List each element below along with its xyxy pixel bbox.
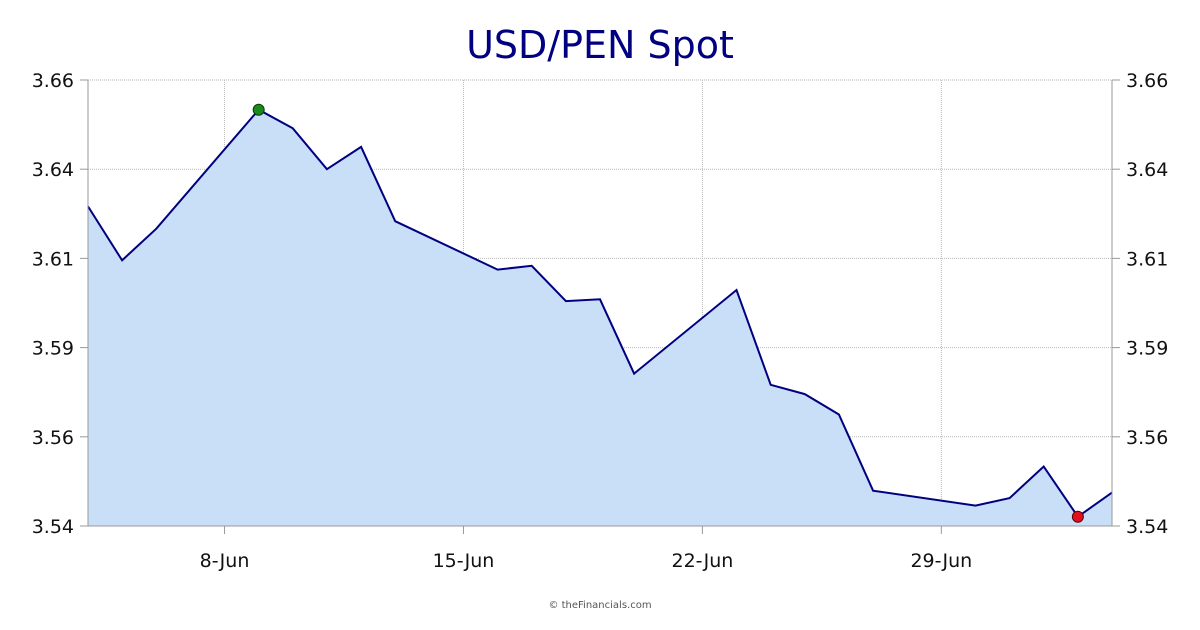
low-point-marker	[1071, 510, 1084, 523]
y-tick-label-left: 3.61	[32, 248, 74, 270]
x-tick-label: 15-Jun	[433, 550, 495, 572]
y-tick-label-right: 3.66	[1126, 70, 1168, 92]
y-tick-label-right: 3.54	[1126, 516, 1168, 538]
y-tick-label-right: 3.56	[1126, 427, 1168, 449]
tick-labels: 3.66 3.66 3.64 3.64 3.61 3.61 3.59 3.59 3.56 3.56…	[32, 70, 1169, 572]
y-tick-label-right: 3.59	[1126, 338, 1168, 360]
x-tick-label: 8-Jun	[200, 550, 250, 572]
area-fill	[88, 109, 1112, 526]
y-tick-label-left: 3.59	[32, 338, 74, 360]
extreme-markers	[252, 103, 1084, 523]
x-tick-label: 22-Jun	[672, 550, 734, 572]
credit-text: © theFinancials.com	[548, 600, 651, 611]
high-point-marker	[252, 103, 265, 116]
y-tick-label-left: 3.64	[32, 159, 74, 181]
x-tick-label: 29-Jun	[910, 550, 972, 572]
axes	[80, 79, 1120, 534]
chart-title: USD/PEN Spot	[466, 23, 734, 67]
series-line	[87, 108, 1113, 519]
y-tick-label-left: 3.56	[32, 427, 74, 449]
y-tick-label-right: 3.61	[1126, 248, 1168, 270]
y-tick-label-left: 3.66	[32, 70, 74, 92]
y-tick-label-right: 3.64	[1126, 159, 1168, 181]
y-tick-label-left: 3.54	[32, 516, 74, 538]
